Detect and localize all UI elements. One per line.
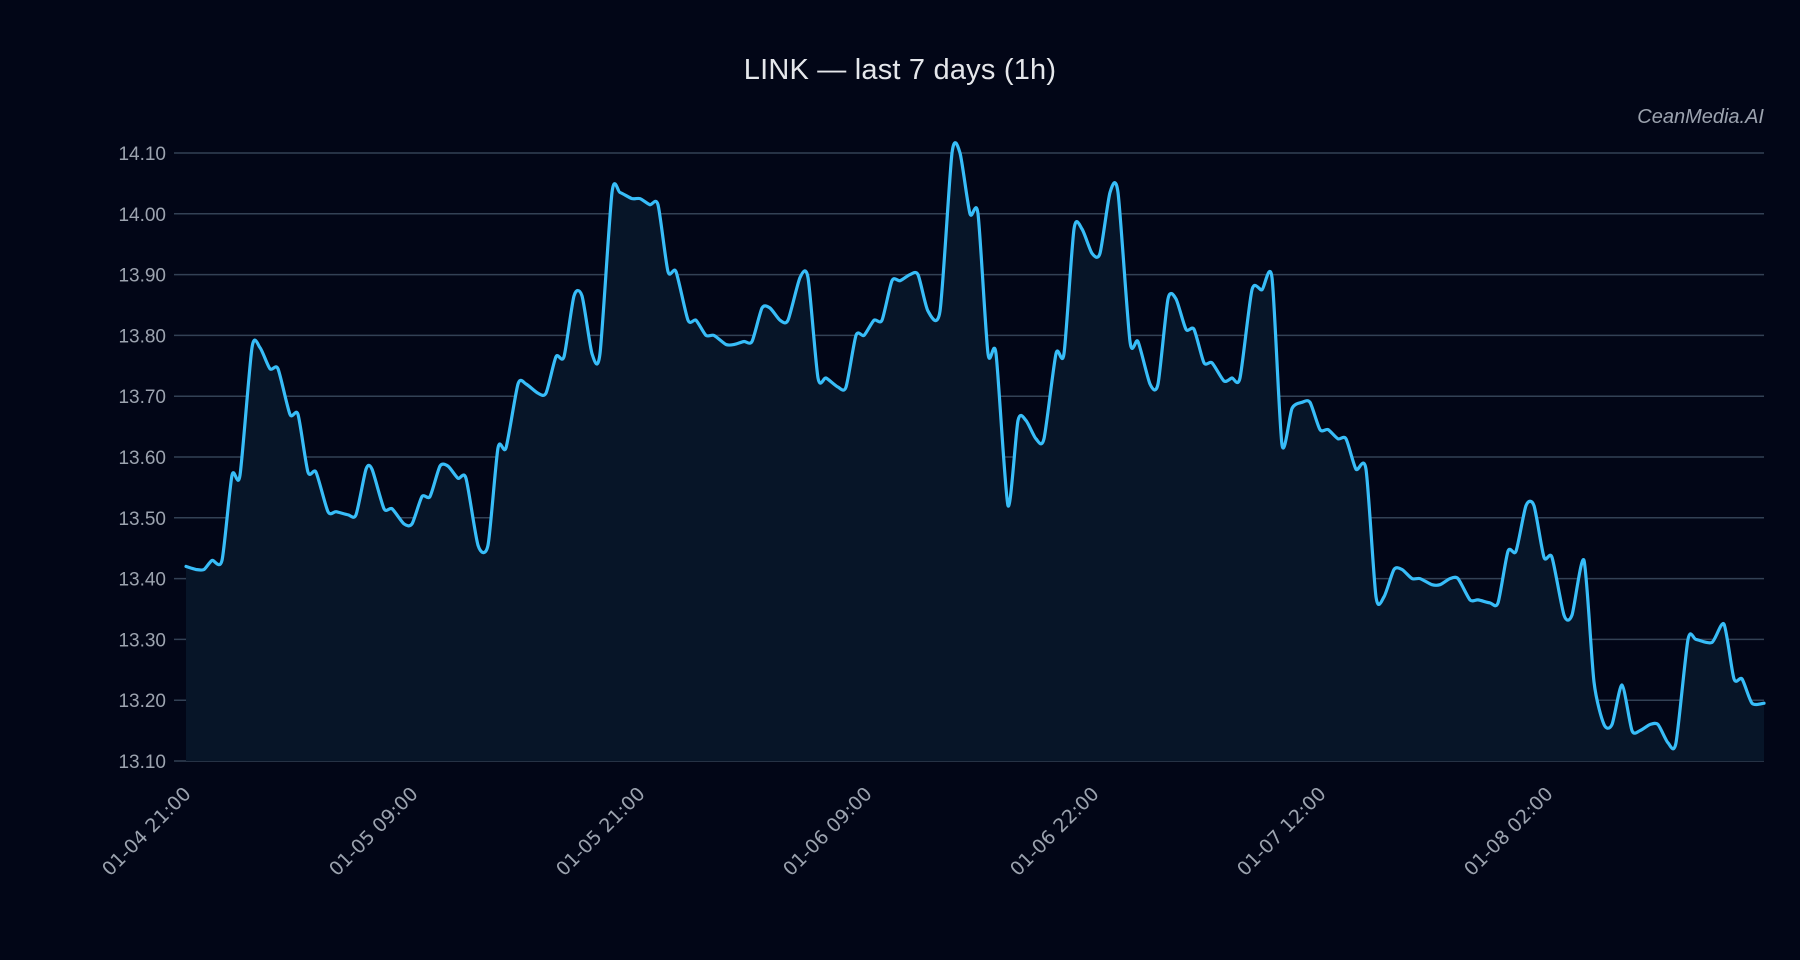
x-tick-label: 01-04 21:00	[98, 783, 196, 881]
x-axis-ticks: 01-04 21:00 01-05 09:00 01-05 21:00 01-06 0…	[98, 783, 1558, 881]
price-area-fill	[186, 142, 1764, 761]
chart-title: LINK — last 7 days (1h)	[743, 54, 1057, 86]
x-tick-label: 01-05 21:00	[552, 783, 650, 881]
y-tick-label: 13.70	[118, 387, 166, 408]
x-tick-label: 01-06 09:00	[779, 783, 877, 881]
price-line	[184, 141, 1766, 751]
y-tick-label: 13.30	[118, 630, 166, 651]
y-tick-label: 14.00	[118, 205, 166, 226]
y-tick-label: 13.60	[118, 448, 166, 469]
y-tick-label: 13.50	[118, 509, 166, 530]
y-tick-label: 13.80	[118, 326, 166, 347]
x-tick-label: 01-07 12:00	[1233, 783, 1331, 881]
y-tick-label: 13.20	[118, 691, 166, 712]
x-tick-label: 01-08 02:00	[1460, 783, 1558, 881]
x-tick-label: 01-06 22:00	[1006, 783, 1104, 881]
y-tick-label: 13.10	[118, 752, 166, 773]
y-tick-label: 13.90	[118, 266, 166, 287]
y-tick-label: 13.40	[118, 570, 166, 591]
y-tick-label: 14.10	[118, 144, 166, 165]
x-tick-label: 01-05 09:00	[325, 783, 423, 881]
y-axis-ticks: 14.10 14.00 13.90 13.80 13.70 13.60 13.50 13.40…	[118, 144, 166, 773]
watermark: CeanMedia.AI	[1637, 106, 1764, 128]
